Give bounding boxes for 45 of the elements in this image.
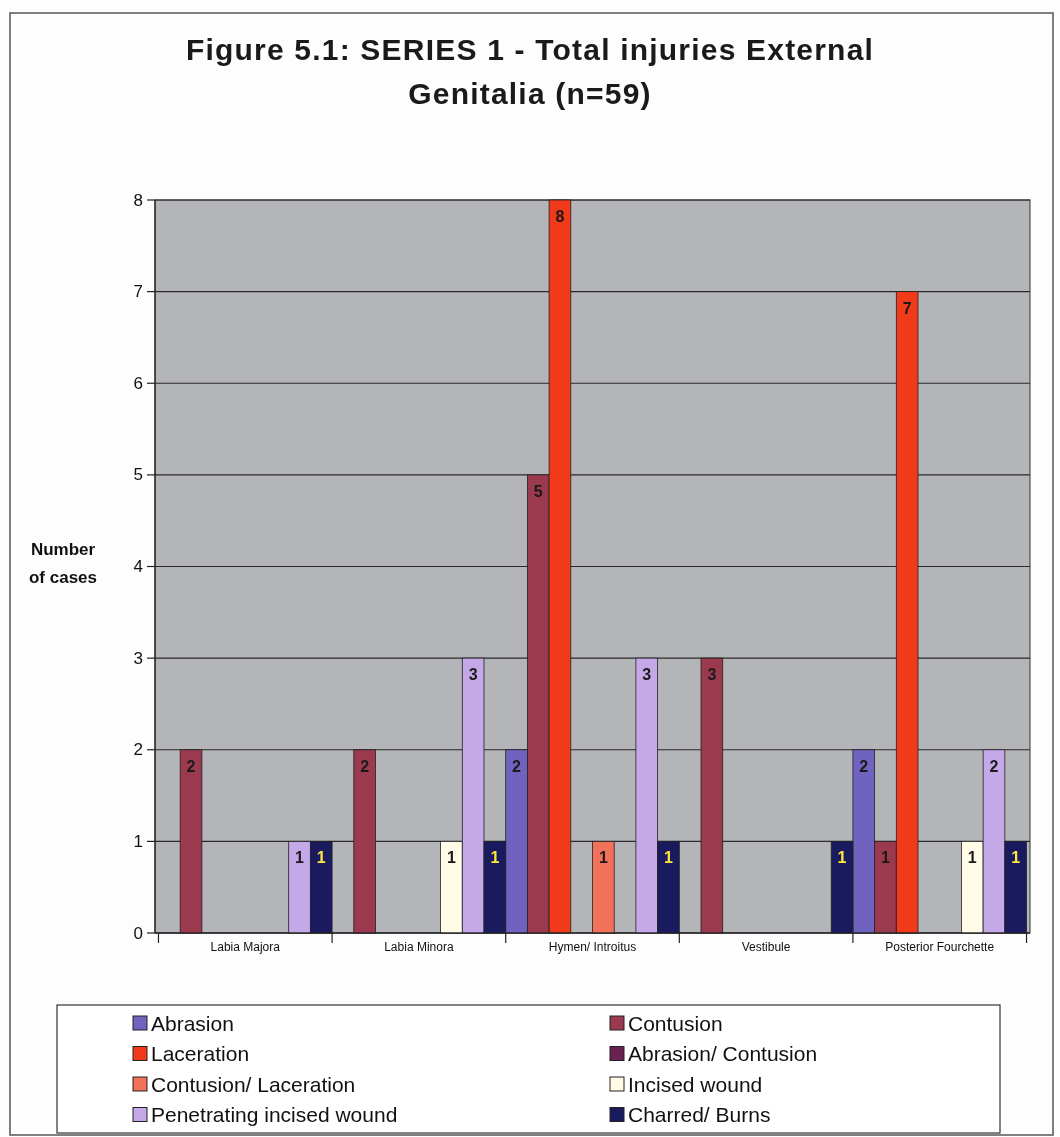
data-label: 1 bbox=[837, 849, 847, 867]
chart-title: Figure 5.1: SERIES 1 - Total injuries External Genitalia (n=59) bbox=[185, 33, 875, 110]
legend-label: Charred/ Burns bbox=[628, 1103, 771, 1126]
x-tick-label: Vestibule bbox=[741, 940, 791, 954]
legend-label: Laceration bbox=[151, 1042, 250, 1065]
data-label: 2 bbox=[989, 757, 999, 775]
y-tick-label: 6 bbox=[133, 373, 143, 393]
x-tick-label: Labia Minora bbox=[384, 940, 454, 954]
legend-label: Contusion/ Laceration bbox=[151, 1072, 356, 1096]
data-label: 1 bbox=[295, 849, 305, 867]
data-label: 8 bbox=[555, 208, 565, 225]
y-tick-label: 0 bbox=[133, 923, 143, 943]
data-label: 7 bbox=[902, 299, 912, 317]
y-tick-label: 7 bbox=[133, 282, 143, 302]
data-label: 1 bbox=[490, 849, 500, 867]
legend-label: Incised wound bbox=[628, 1072, 763, 1096]
y-tick-label: 1 bbox=[133, 831, 143, 851]
legend-label: Abrasion bbox=[151, 1011, 234, 1035]
legend-label: Penetrating incised wound bbox=[151, 1103, 398, 1126]
data-label: 1 bbox=[316, 849, 326, 867]
data-label: 3 bbox=[468, 666, 478, 684]
x-tick-label: Labia Majora bbox=[210, 940, 281, 954]
data-label: 2 bbox=[360, 757, 370, 775]
y-tick-label: 5 bbox=[133, 465, 143, 485]
x-tick-label: Posterior Fourchette bbox=[885, 940, 995, 954]
data-label: 3 bbox=[642, 666, 652, 684]
y-tick-label: 8 bbox=[133, 190, 143, 210]
data-label: 1 bbox=[446, 849, 456, 867]
data-label: 5 bbox=[533, 482, 543, 500]
y-tick-label: 4 bbox=[133, 557, 143, 576]
data-label: 3 bbox=[707, 666, 717, 684]
data-label: 1 bbox=[967, 849, 977, 867]
legend-label: Abrasion/ Contusion bbox=[628, 1042, 818, 1065]
data-label: 2 bbox=[186, 757, 196, 775]
y-tick-label: 2 bbox=[133, 740, 143, 760]
y-tick-label: 3 bbox=[133, 648, 143, 668]
data-label: 2 bbox=[512, 757, 522, 775]
data-label: 1 bbox=[1011, 849, 1021, 867]
legend-label: Contusion bbox=[628, 1011, 723, 1035]
data-label: 1 bbox=[881, 849, 891, 867]
data-label: 1 bbox=[598, 849, 608, 867]
data-label: 1 bbox=[664, 849, 673, 867]
data-label: 2 bbox=[859, 757, 869, 775]
y-axis-title: Number of cases bbox=[28, 540, 98, 587]
x-tick-label: Hymen/ Introitus bbox=[548, 940, 637, 954]
